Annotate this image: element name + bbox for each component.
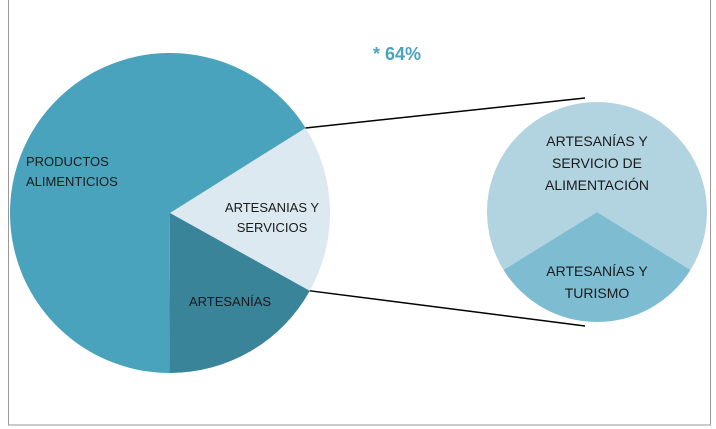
connector <box>309 290 586 327</box>
pie-slice <box>503 212 691 322</box>
pie-slice <box>170 127 330 291</box>
slice-label: ARTESANÍAS Y SERVICIO DE ALIMENTACIÓN <box>545 133 649 193</box>
pie-slice <box>9 52 306 373</box>
pie-slice <box>486 101 707 270</box>
annotation: * 64% <box>372 44 422 64</box>
slice-label: ARTESANIAS Y SERVICIOS <box>224 200 320 235</box>
slice-label: ARTESANÍAS <box>188 294 272 309</box>
frame <box>8 0 711 426</box>
pie-slice <box>169 213 310 373</box>
slice-label: ARTESANÍAS Y TURISMO <box>546 263 648 301</box>
slice-label: PRODUCTOS ALIMENTICIOS <box>26 154 118 189</box>
connector <box>305 97 586 129</box>
